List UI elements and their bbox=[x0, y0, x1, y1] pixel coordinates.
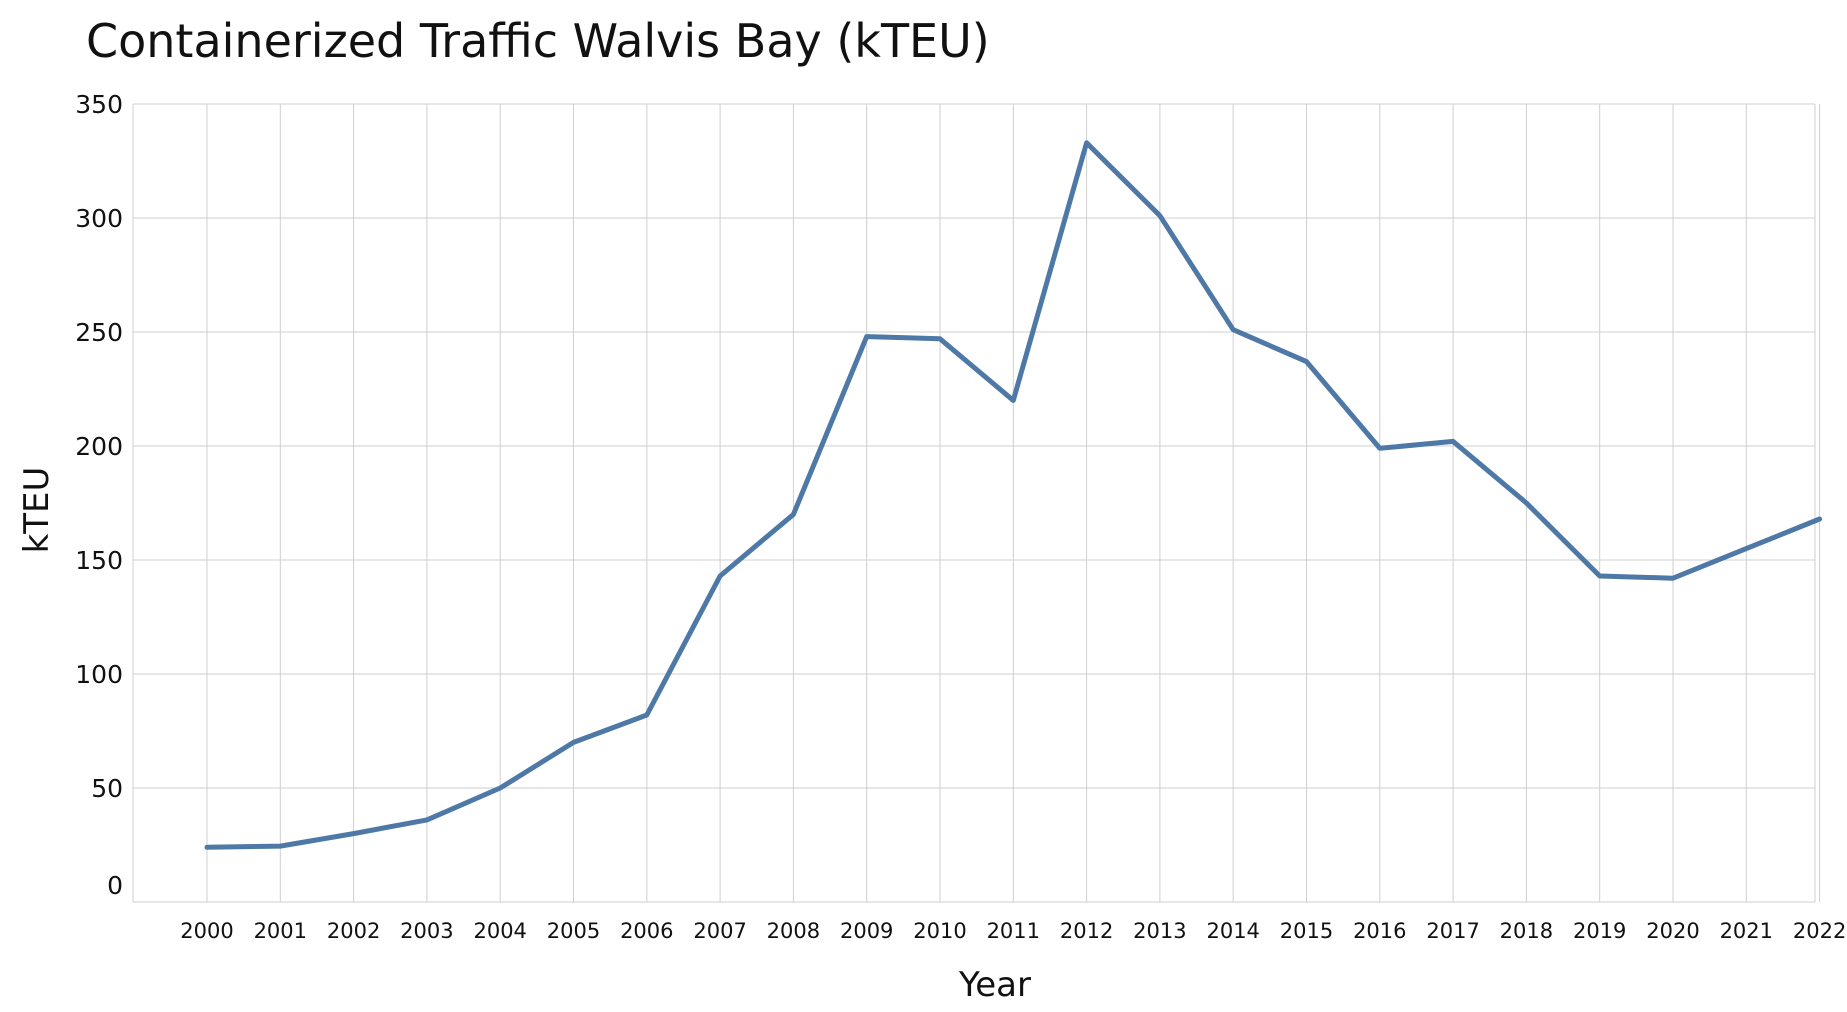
y-tick-label: 250 bbox=[75, 318, 123, 347]
x-tick-label: 2000 bbox=[180, 919, 233, 943]
x-tick-label: 2008 bbox=[767, 919, 820, 943]
y-axis-label: kTEU bbox=[17, 467, 57, 554]
y-tick-label: 300 bbox=[75, 204, 123, 233]
y-tick-label: 150 bbox=[75, 546, 123, 575]
y-tick-label: 350 bbox=[75, 90, 123, 119]
x-tick-label: 2018 bbox=[1500, 919, 1553, 943]
x-tick-label: 2001 bbox=[254, 919, 307, 943]
x-axis-label: Year bbox=[958, 965, 1031, 1005]
x-tick-label: 2007 bbox=[693, 919, 746, 943]
y-tick-label: 200 bbox=[75, 432, 123, 461]
x-tick-label: 2005 bbox=[547, 919, 600, 943]
y-tick-label: 50 bbox=[91, 774, 123, 803]
x-tick-label: 2012 bbox=[1060, 919, 1113, 943]
x-tick-label: 2022 bbox=[1793, 919, 1846, 943]
x-tick-label: 2009 bbox=[840, 919, 893, 943]
x-tick-label: 2011 bbox=[987, 919, 1040, 943]
x-tick-label: 2004 bbox=[473, 919, 526, 943]
x-tick-label: 2021 bbox=[1720, 919, 1773, 943]
y-tick-label: 0 bbox=[107, 871, 123, 900]
x-tick-label: 2002 bbox=[327, 919, 380, 943]
x-tick-label: 2017 bbox=[1426, 919, 1479, 943]
x-tick-label: 2016 bbox=[1353, 919, 1406, 943]
chart-title: Containerized Traffic Walvis Bay (kTEU) bbox=[86, 14, 990, 68]
x-tick-label: 2020 bbox=[1646, 919, 1699, 943]
gridlines bbox=[132, 103, 1821, 903]
x-tick-label: 2014 bbox=[1206, 919, 1259, 943]
x-tick-label: 2019 bbox=[1573, 919, 1626, 943]
x-axis-ticks: 2000 2001 2002 2003 2004 2005 2006 2007 2008 2009… bbox=[180, 919, 1846, 943]
x-tick-label: 2003 bbox=[400, 919, 453, 943]
y-tick-label: 100 bbox=[75, 660, 123, 689]
x-tick-label: 2015 bbox=[1280, 919, 1333, 943]
y-axis-ticks: 0 50 100 150 200 250 300 350 bbox=[75, 90, 123, 900]
x-tick-label: 2010 bbox=[913, 919, 966, 943]
x-tick-label: 2013 bbox=[1133, 919, 1186, 943]
x-tick-label: 2006 bbox=[620, 919, 673, 943]
